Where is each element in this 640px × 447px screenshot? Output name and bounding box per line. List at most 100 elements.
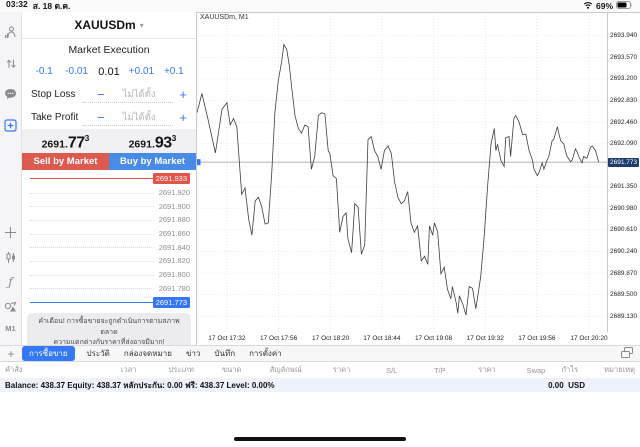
ladder-price: 2691.780 bbox=[158, 283, 190, 293]
ladder-price-row[interactable]: 2691.800 bbox=[30, 268, 190, 282]
price-ladder: 2691.933 2691.920 2691.900 2691.880 2691.86… bbox=[22, 170, 196, 309]
account-summary: Balance: 438.37 Equity: 438.37 หลักประกั… bbox=[5, 380, 275, 390]
tab-4[interactable]: บันทึก bbox=[214, 349, 236, 358]
volume-inc-big-button[interactable]: +0.1 bbox=[163, 66, 184, 77]
volume-dec-big-button[interactable]: -0.1 bbox=[35, 66, 53, 77]
candlestick-icon[interactable] bbox=[4, 250, 18, 264]
buy-by-market-button[interactable]: Buy by Market bbox=[109, 153, 196, 170]
left-toolbar: ƒ M1 bbox=[0, 12, 22, 345]
stop-loss-minus-button[interactable]: − bbox=[97, 86, 105, 102]
ladder-leader-line bbox=[30, 274, 154, 276]
ladder-price-row[interactable]: 2691.820 bbox=[30, 254, 190, 268]
ladder-price-row[interactable]: 2691.900 bbox=[30, 199, 190, 213]
layout-icon[interactable] bbox=[621, 347, 633, 360]
status-bar: 03:32 ส. 18 ต.ค. 69% bbox=[0, 0, 640, 12]
symbol-name: XAUUSDm bbox=[74, 18, 136, 32]
stop-loss-plus-button[interactable]: + bbox=[179, 87, 187, 102]
price-tick-label: 2693.200 bbox=[610, 75, 638, 83]
battery-percent: 69% bbox=[595, 1, 613, 11]
order-panel: XAUUSDm ▾ Market Execution -0.1 -0.01 0.… bbox=[22, 12, 196, 353]
tab-2[interactable]: กล่องจดหมาย bbox=[123, 349, 172, 358]
column-header: หมายเหตุ bbox=[604, 365, 635, 374]
ladder-price-row[interactable]: 2691.840 bbox=[30, 240, 190, 254]
price-tick-label: 2693.940 bbox=[610, 32, 638, 40]
ladder-leader-line bbox=[30, 205, 154, 208]
column-header: ขนาด bbox=[222, 365, 242, 374]
price-tick-label: 2689.870 bbox=[610, 269, 638, 277]
volume-inc-small-button[interactable]: +0.01 bbox=[128, 66, 155, 77]
time-tick-label: 17 Oct 17:32 bbox=[208, 335, 246, 342]
wifi-icon bbox=[583, 1, 593, 11]
battery-icon bbox=[616, 1, 634, 11]
buy-price: 2691.933 bbox=[128, 132, 177, 151]
ladder-price-row[interactable]: 2691.780 bbox=[30, 282, 190, 296]
stop-loss-value[interactable]: ไม่ได้ตั้ง bbox=[122, 88, 156, 100]
ladder-price-row[interactable]: 2691.880 bbox=[30, 213, 190, 227]
price-tick-label: 2691.350 bbox=[610, 183, 638, 191]
tab-0[interactable]: การซื้อขาย bbox=[22, 346, 75, 361]
price-tick-label: 2690.980 bbox=[610, 204, 638, 212]
ladder-price: 2691.920 bbox=[158, 188, 190, 198]
time-axis: 17 Oct 17:32 17 Oct 17:56 17 Oct 18:20 17 O… bbox=[197, 332, 607, 345]
tab-1[interactable]: ประวัติ bbox=[86, 349, 110, 358]
take-profit-value[interactable]: ไม่ได้ตั้ง bbox=[122, 111, 156, 123]
price-tick-label: 2689.130 bbox=[610, 312, 638, 320]
ladder-price: 2691.820 bbox=[158, 256, 190, 266]
take-profit-label: Take Profit bbox=[31, 112, 79, 123]
time-tick-label: 17 Oct 20:20 bbox=[570, 335, 608, 342]
take-profit-minus-button[interactable]: − bbox=[97, 109, 105, 125]
timeframe-button[interactable]: M1 bbox=[5, 324, 16, 333]
price-plot[interactable] bbox=[197, 13, 607, 332]
symbol-selector[interactable]: XAUUSDm ▾ bbox=[22, 12, 196, 39]
price-tick-label: 2690.240 bbox=[610, 248, 638, 256]
ladder-leader-line bbox=[30, 219, 154, 221]
ask-line bbox=[30, 178, 153, 180]
ladder-leader-line bbox=[30, 260, 154, 262]
price-axis: 2693.940 2693.570 2693.200 2692.830 2692.460… bbox=[607, 13, 640, 332]
ladder-price-row[interactable]: 2691.860 bbox=[30, 227, 190, 241]
home-indicator[interactable] bbox=[234, 437, 406, 441]
sell-by-market-button[interactable]: Sell by Market bbox=[22, 153, 109, 170]
indicators-function-icon[interactable]: ƒ bbox=[8, 275, 13, 289]
column-header: ราคา bbox=[478, 365, 496, 374]
bottom-tab-bar: + การซื้อขาย ประวัติ กล่องจดหมาย ข่าว บันทึก… bbox=[0, 345, 640, 362]
ladder-price: 2691.840 bbox=[158, 242, 190, 252]
time-tick-label: 17 Oct 19:56 bbox=[518, 335, 556, 342]
tab-3[interactable]: ข่าว bbox=[185, 349, 201, 358]
crosshair-icon[interactable] bbox=[4, 225, 18, 239]
chart-symbol-label: XAUUSDm, M1 bbox=[200, 14, 249, 21]
total-profit: 0.00 USD bbox=[548, 380, 585, 390]
ladder-leader-line bbox=[30, 246, 154, 249]
price-tick-label: 2689.500 bbox=[610, 291, 638, 299]
stop-loss-row: Stop Loss − ไม่ได้ตั้ง + bbox=[22, 83, 196, 106]
stop-loss-label: Stop Loss bbox=[31, 89, 76, 100]
objects-icon[interactable] bbox=[4, 300, 18, 314]
sell-price: 2691.773 bbox=[41, 132, 90, 151]
volume-row: -0.1 -0.01 0.01 +0.01 +0.1 bbox=[22, 60, 196, 83]
column-header: สัญลักษณ์ bbox=[269, 365, 302, 374]
status-date: ส. 18 ต.ค. bbox=[32, 1, 71, 11]
chat-icon[interactable] bbox=[4, 87, 18, 101]
volume-dec-small-button[interactable]: -0.01 bbox=[65, 66, 88, 77]
quotes-icon[interactable] bbox=[4, 25, 18, 39]
add-tab-button[interactable]: + bbox=[7, 346, 15, 361]
account-summary-bar: Balance: 438.37 Equity: 438.37 หลักประกั… bbox=[0, 378, 640, 392]
tab-5[interactable]: การตั้งค่า bbox=[249, 349, 282, 358]
column-header: S/L bbox=[386, 365, 398, 375]
time-tick-label: 17 Oct 19:32 bbox=[466, 335, 504, 342]
take-profit-row: Take Profit − ไม่ได้ตั้ง + bbox=[22, 106, 196, 129]
ask-tag-row: 2691.933 bbox=[30, 172, 190, 186]
column-header: Swap bbox=[526, 365, 546, 375]
chevron-down-icon: ▾ bbox=[139, 20, 144, 30]
trade-arrows-icon[interactable] bbox=[4, 56, 18, 70]
take-profit-plus-button[interactable]: + bbox=[179, 110, 187, 125]
new-order-icon[interactable] bbox=[4, 118, 18, 132]
time-tick-label: 17 Oct 17:56 bbox=[259, 335, 298, 342]
current-price-tag: 2691.773 bbox=[608, 157, 640, 167]
bid-line bbox=[30, 301, 153, 303]
chart-area[interactable]: XAUUSDm, M1 2693.940 2693.570 2693.200 2692… bbox=[196, 12, 640, 345]
volume-value[interactable]: 0.01 bbox=[98, 65, 120, 78]
ladder-leader-line bbox=[30, 233, 154, 235]
ladder-price-row[interactable]: 2691.920 bbox=[30, 186, 190, 200]
